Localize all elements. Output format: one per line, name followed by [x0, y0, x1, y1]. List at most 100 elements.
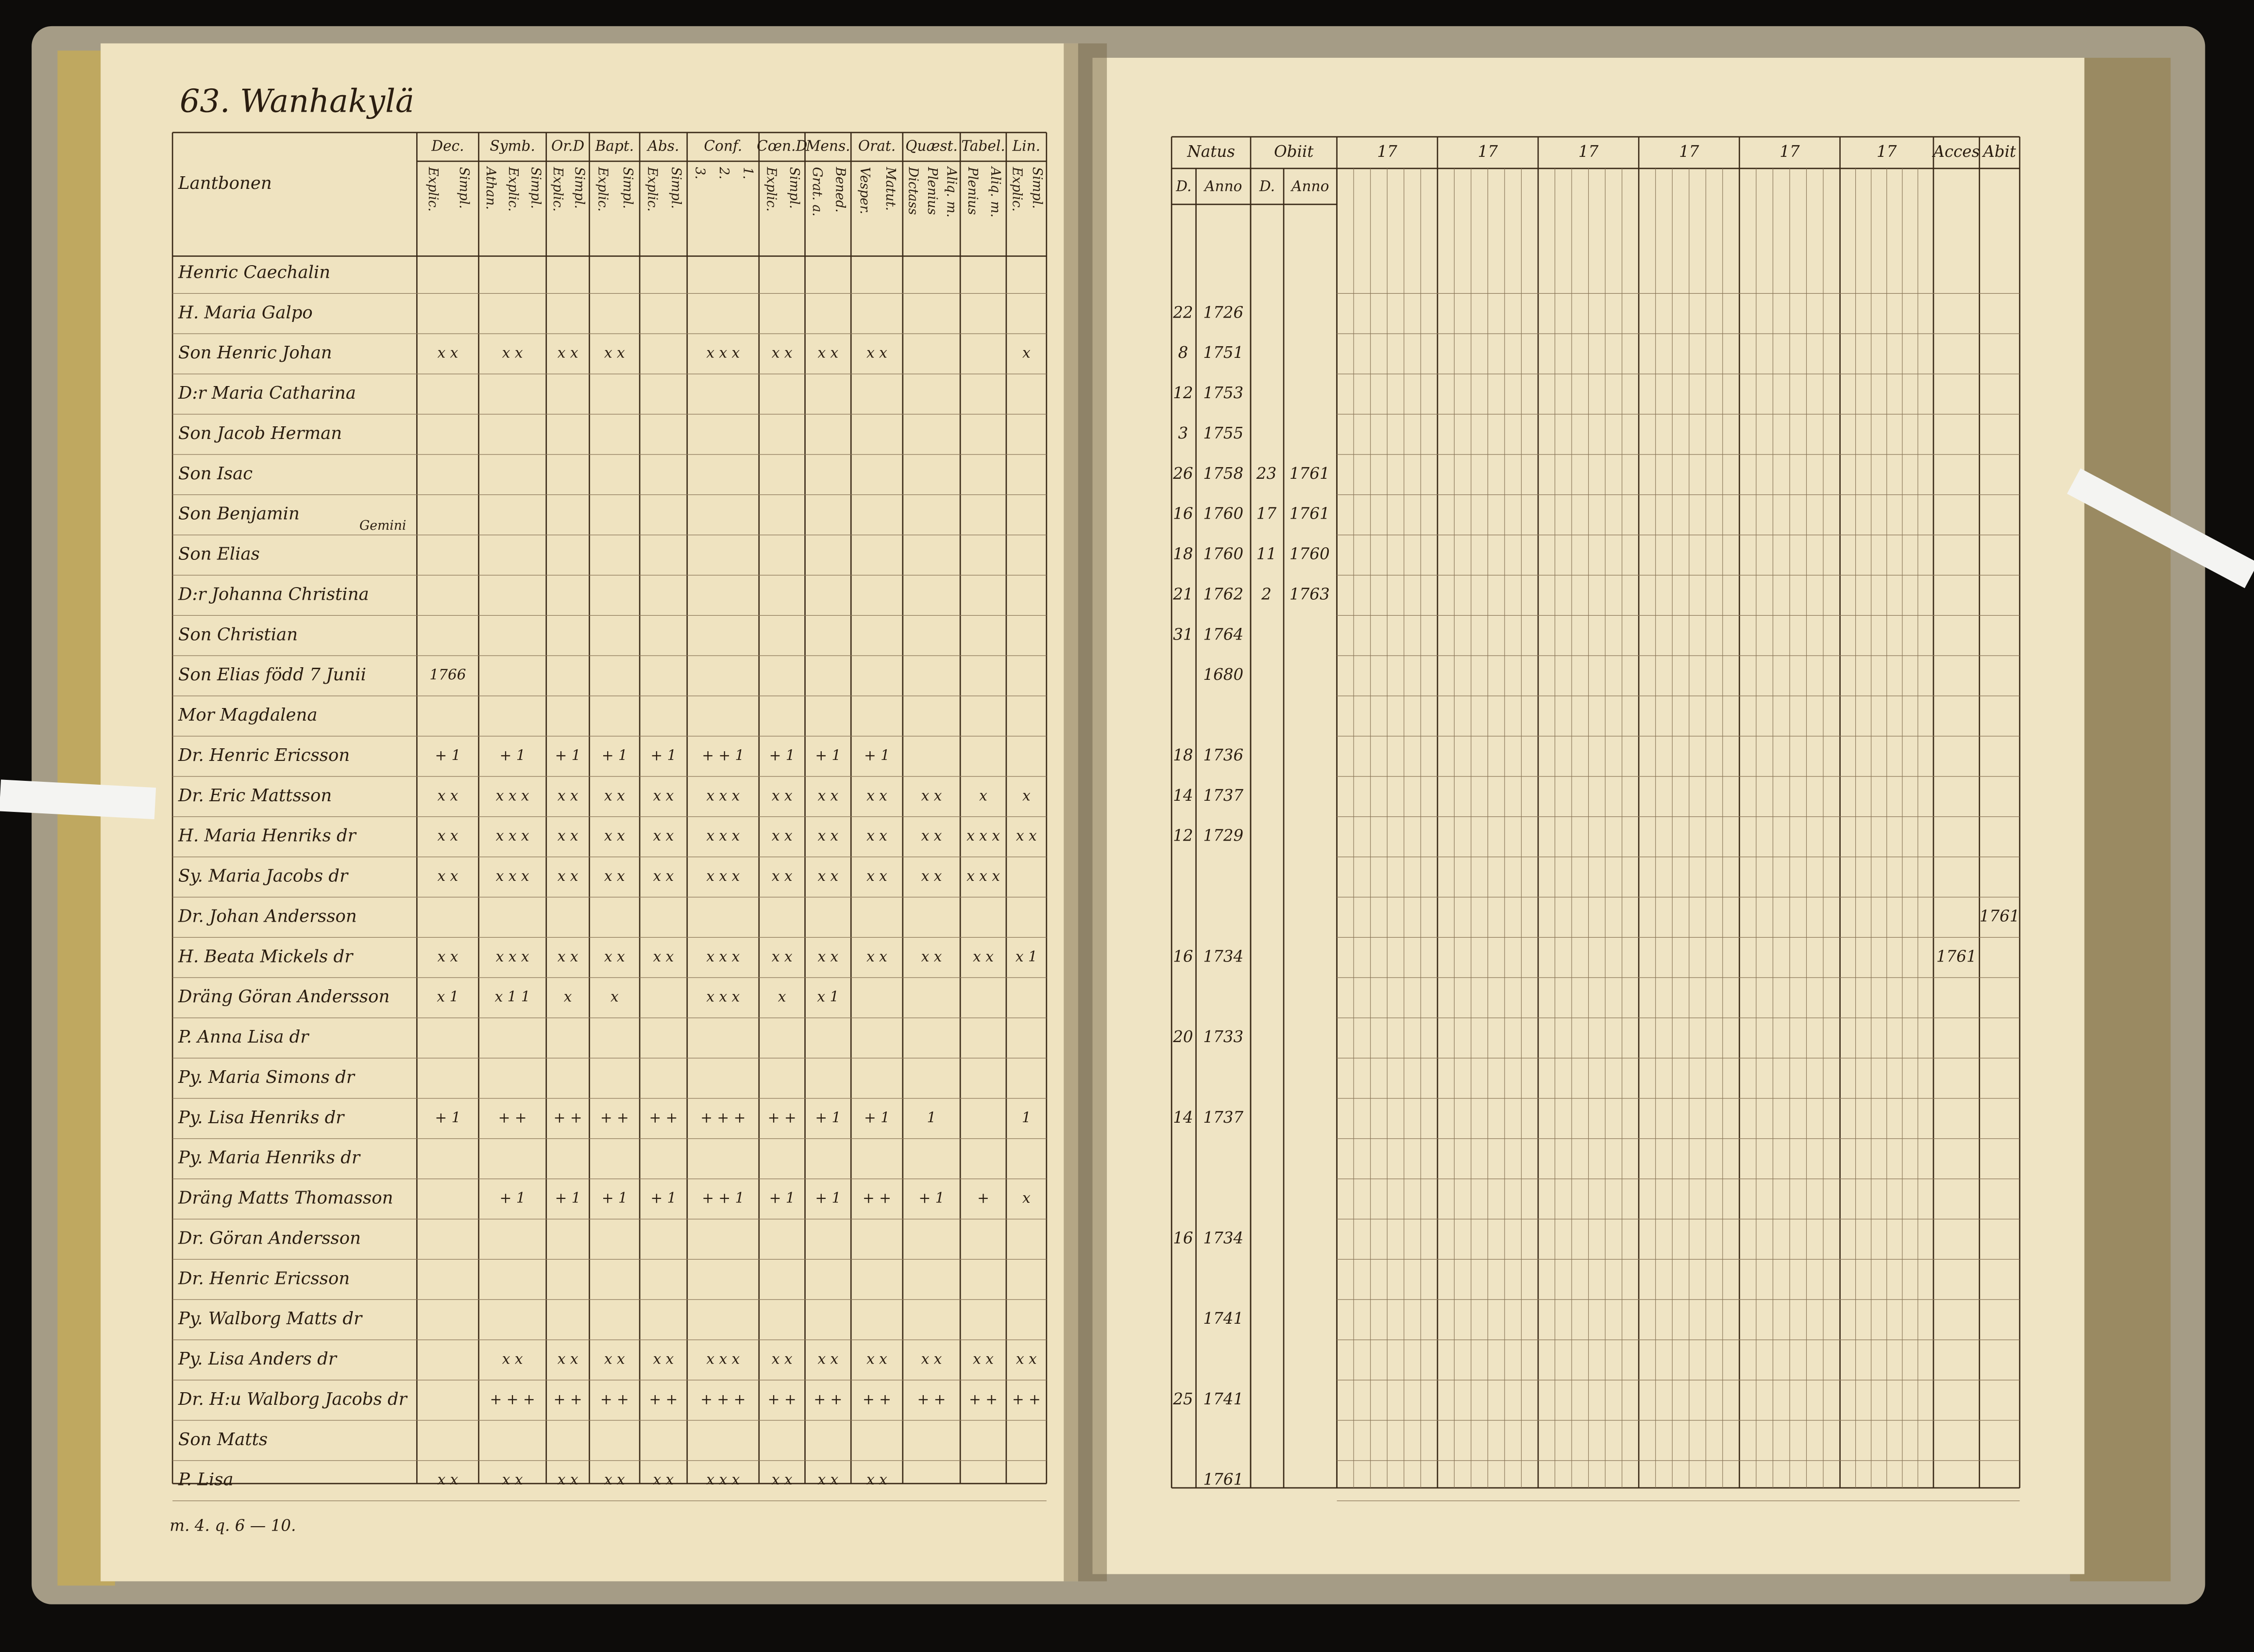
exam-mark: x x: [653, 948, 674, 965]
natus-year: 1753: [1203, 384, 1243, 402]
exam-mark: + 1: [435, 747, 460, 763]
exam-mark: x x: [604, 787, 625, 804]
column-subheader: Simpl.: [787, 167, 802, 209]
exam-mark: 1: [1022, 1109, 1031, 1126]
exam-mark: + +: [600, 1109, 629, 1126]
exam-mark: x x: [653, 827, 674, 844]
natus-year: 1760: [1203, 545, 1243, 563]
row-note: Gemini: [359, 518, 406, 533]
obiit-year: 1763: [1289, 585, 1330, 603]
column-name: Tabel.: [961, 137, 1005, 154]
exam-mark: + +: [917, 1391, 946, 1407]
exam-mark: x x: [438, 345, 458, 361]
natus-day: 14: [1173, 1108, 1193, 1127]
column-name: 17: [1377, 142, 1398, 161]
exam-mark: x x: [558, 1471, 578, 1488]
exam-mark: x x: [604, 948, 625, 965]
exam-mark: x x: [817, 1471, 838, 1488]
exam-mark: x x: [558, 827, 578, 844]
exam-mark: + 1: [864, 1109, 890, 1126]
exam-mark: x x: [817, 868, 838, 884]
exam-mark: x x: [817, 948, 838, 965]
exam-mark: x x: [502, 1471, 523, 1488]
column-name: Or.D: [551, 137, 585, 154]
person-name: Py. Walborg Matts dr: [178, 1309, 363, 1329]
person-name: Son Christian: [178, 624, 298, 644]
person-name: Son Henric Johan: [178, 343, 332, 363]
exam-mark: x x x: [706, 827, 740, 844]
exam-mark: x x: [558, 868, 578, 884]
natus-year: 1758: [1203, 464, 1243, 483]
exam-mark: x x: [772, 1351, 793, 1367]
column-subheader: Plenius: [925, 167, 940, 215]
column-subheader: D.: [1259, 178, 1275, 194]
exam-mark: x x: [817, 345, 838, 361]
column-name: Acces: [1932, 142, 1980, 161]
footer-note: m. 4. q. 6 — 10.: [169, 1516, 296, 1534]
exam-mark: x x: [817, 787, 838, 804]
exam-mark: + 1: [650, 747, 676, 763]
column-name: Abs.: [646, 137, 679, 154]
column-subheader: Anno: [1203, 178, 1242, 194]
exam-mark: + + +: [700, 1391, 746, 1407]
exam-mark: + 1: [650, 1190, 676, 1206]
natus-day: 22: [1172, 303, 1193, 321]
person-name: P. Lisa: [178, 1470, 234, 1490]
exam-mark: x x: [921, 948, 942, 965]
obiit-day: 23: [1256, 464, 1276, 483]
natus-year: 1680: [1203, 665, 1243, 684]
exam-mark: x: [778, 989, 786, 1005]
exam-mark: x x x: [966, 868, 1000, 884]
natus-year: 1760: [1203, 505, 1243, 523]
obiit-year: 1761: [1289, 505, 1330, 523]
person-name: Son Benjamin: [178, 504, 300, 524]
natus-year: 1741: [1203, 1309, 1243, 1328]
column-subheader: Explic.: [763, 167, 779, 212]
column-subheader: Explic.: [645, 167, 660, 212]
exam-mark: x x: [866, 827, 887, 844]
exam-mark: x x: [1016, 827, 1037, 844]
person-name: Py. Maria Henriks dr: [178, 1148, 361, 1168]
natus-year: 1761: [1203, 1470, 1243, 1489]
exam-mark: + 1: [815, 747, 841, 763]
gutter: [1064, 43, 1107, 1582]
exam-mark: x x: [558, 345, 578, 361]
obiit-year: 1761: [1289, 464, 1330, 483]
natus-day: 31: [1173, 625, 1193, 643]
exam-mark: + +: [649, 1109, 678, 1126]
column-subheader: Simpl.: [1030, 167, 1045, 209]
exam-mark: + 1: [500, 747, 525, 763]
column-name: Conf.: [704, 137, 742, 154]
person-name: Dr. Göran Andersson: [178, 1228, 361, 1248]
person-name: Py. Maria Simons dr: [178, 1067, 356, 1087]
natus-year: 1762: [1203, 585, 1243, 603]
exam-mark: x x: [558, 1351, 578, 1367]
exam-mark: + +: [768, 1391, 797, 1407]
natus-day: 8: [1178, 343, 1188, 362]
exam-mark: x: [1022, 1190, 1031, 1206]
column-subheader: 1.: [740, 167, 755, 179]
exam-mark: + +: [863, 1190, 891, 1206]
exam-mark: 1: [927, 1109, 936, 1126]
natus-day: 18: [1173, 545, 1193, 563]
column-subheader: Vesper.: [857, 167, 872, 214]
exam-mark: x x: [921, 787, 942, 804]
natus-year: 1741: [1203, 1390, 1243, 1408]
exam-mark: x x x: [496, 948, 529, 965]
exam-mark: + +: [649, 1391, 678, 1407]
exam-mark: x x x: [706, 345, 740, 361]
natus-year: 1751: [1203, 343, 1243, 362]
person-name: Dr. Henric Ericsson: [178, 1268, 350, 1288]
exam-mark: x x: [772, 948, 793, 965]
exam-mark: x x: [973, 1351, 994, 1367]
exam-mark: x x: [604, 827, 625, 844]
exam-mark: x x: [604, 345, 625, 361]
column-name: Dec.: [431, 137, 464, 154]
natus-day: 16: [1173, 505, 1193, 523]
exam-mark: x x x: [496, 787, 529, 804]
natus-year: 1734: [1203, 1229, 1243, 1247]
natus-year: 1737: [1203, 786, 1243, 805]
exam-mark: x x x: [706, 1351, 740, 1367]
column-subheader: Grat. a.: [810, 167, 825, 217]
exam-mark: + + +: [490, 1391, 535, 1407]
